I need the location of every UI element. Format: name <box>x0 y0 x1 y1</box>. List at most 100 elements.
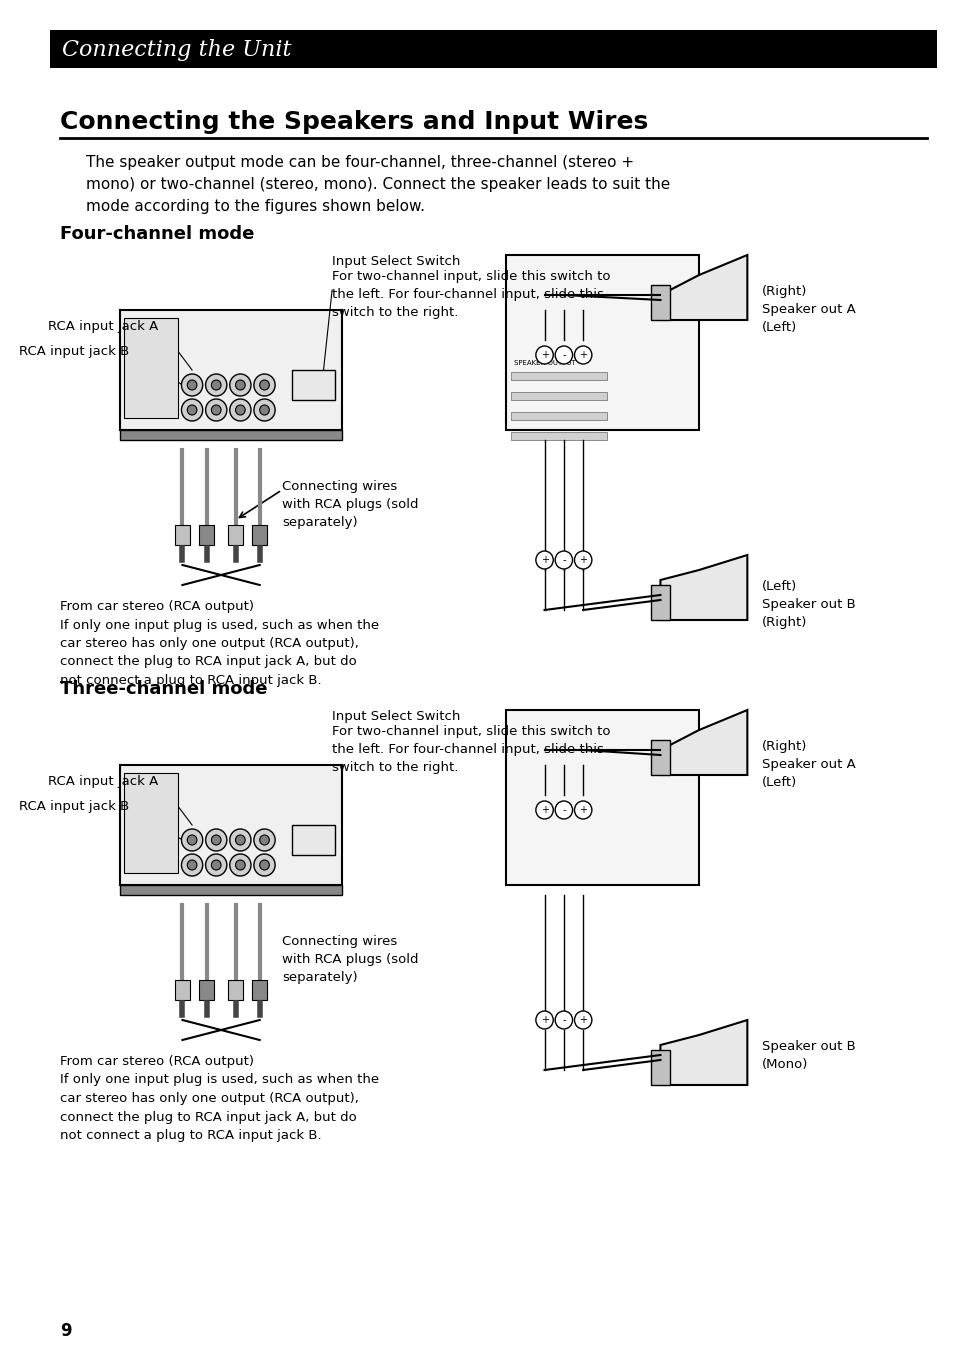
Text: +: + <box>578 350 586 360</box>
Circle shape <box>230 854 251 875</box>
Circle shape <box>181 854 202 875</box>
Circle shape <box>230 398 251 421</box>
Circle shape <box>181 374 202 396</box>
Text: (Right)
Speaker out A
(Left): (Right) Speaker out A (Left) <box>761 285 855 333</box>
Bar <box>505 710 699 885</box>
Text: For two-channel input, slide this switch to
the left. For four-channel input, sl: For two-channel input, slide this switch… <box>332 725 610 774</box>
Circle shape <box>206 829 227 851</box>
Bar <box>292 825 335 855</box>
Circle shape <box>181 398 202 421</box>
Bar <box>292 370 335 400</box>
Bar <box>198 980 214 1000</box>
Circle shape <box>536 551 553 569</box>
Bar <box>198 524 214 545</box>
Bar <box>119 310 341 430</box>
Text: -: - <box>561 1015 565 1024</box>
Bar <box>505 255 699 430</box>
Bar <box>124 772 177 873</box>
Circle shape <box>574 801 591 818</box>
Circle shape <box>259 379 269 390</box>
Text: -: - <box>561 350 565 360</box>
Text: Four-channel mode: Four-channel mode <box>60 225 253 243</box>
Circle shape <box>230 829 251 851</box>
Circle shape <box>212 379 221 390</box>
Bar <box>252 980 267 1000</box>
Text: +: + <box>540 556 548 565</box>
Bar <box>510 392 607 400</box>
Circle shape <box>259 835 269 846</box>
Text: -: - <box>561 805 565 814</box>
Text: SPEAKER OUTPUT: SPEAKER OUTPUT <box>513 360 575 366</box>
Circle shape <box>555 1011 572 1028</box>
Polygon shape <box>659 255 746 320</box>
Bar <box>119 430 341 440</box>
Bar <box>174 524 190 545</box>
Text: Connecting the Unit: Connecting the Unit <box>62 39 291 61</box>
Circle shape <box>206 374 227 396</box>
Circle shape <box>536 1011 553 1028</box>
Circle shape <box>206 398 227 421</box>
Polygon shape <box>659 710 746 775</box>
Text: The speaker output mode can be four-channel, three-channel (stereo +
mono) or tw: The speaker output mode can be four-chan… <box>86 154 669 214</box>
Text: RCA input jack A: RCA input jack A <box>48 775 158 789</box>
Text: RCA input jack B: RCA input jack B <box>19 346 130 358</box>
Text: Connecting wires
with RCA plugs (sold
separately): Connecting wires with RCA plugs (sold se… <box>281 935 418 984</box>
Circle shape <box>187 405 196 415</box>
Circle shape <box>181 829 202 851</box>
Text: +: + <box>540 350 548 360</box>
Circle shape <box>253 829 274 851</box>
Text: -: - <box>561 556 565 565</box>
Circle shape <box>235 405 245 415</box>
Circle shape <box>253 374 274 396</box>
Circle shape <box>212 405 221 415</box>
Text: Input Select Switch: Input Select Switch <box>332 255 460 268</box>
Circle shape <box>555 801 572 818</box>
Polygon shape <box>659 556 746 621</box>
Text: +: + <box>578 1015 586 1024</box>
Text: (Left)
Speaker out B
(Right): (Left) Speaker out B (Right) <box>761 580 855 629</box>
Circle shape <box>253 854 274 875</box>
Text: +: + <box>540 1015 548 1024</box>
Circle shape <box>555 346 572 364</box>
Circle shape <box>187 860 196 870</box>
Bar <box>51 30 936 68</box>
Circle shape <box>259 405 269 415</box>
Bar <box>228 980 243 1000</box>
Text: Input Select Switch: Input Select Switch <box>332 710 460 724</box>
Bar <box>119 766 341 885</box>
Text: Connecting the Speakers and Input Wires: Connecting the Speakers and Input Wires <box>60 110 647 134</box>
Circle shape <box>235 860 245 870</box>
Circle shape <box>212 835 221 846</box>
Text: Connecting wires
with RCA plugs (sold
separately): Connecting wires with RCA plugs (sold se… <box>281 480 418 528</box>
Text: RCA input jack A: RCA input jack A <box>48 320 158 333</box>
Text: (Right)
Speaker out A
(Left): (Right) Speaker out A (Left) <box>761 740 855 789</box>
Text: RCA input jack B: RCA input jack B <box>19 799 130 813</box>
Circle shape <box>230 374 251 396</box>
Bar <box>119 885 341 896</box>
Circle shape <box>212 860 221 870</box>
Bar <box>510 432 607 440</box>
Bar <box>510 373 607 379</box>
Bar <box>510 412 607 420</box>
Circle shape <box>187 379 196 390</box>
Text: From car stereo (RCA output)
If only one input plug is used, such as when the
ca: From car stereo (RCA output) If only one… <box>60 1056 378 1142</box>
Text: Speaker out B
(Mono): Speaker out B (Mono) <box>761 1041 855 1070</box>
Circle shape <box>555 551 572 569</box>
Bar <box>124 318 177 417</box>
Circle shape <box>235 835 245 846</box>
Circle shape <box>574 1011 591 1028</box>
Text: +: + <box>578 556 586 565</box>
Text: 9: 9 <box>60 1322 71 1340</box>
Text: +: + <box>578 805 586 814</box>
Circle shape <box>235 379 245 390</box>
Text: Three-channel mode: Three-channel mode <box>60 680 267 698</box>
Circle shape <box>259 860 269 870</box>
Bar <box>650 285 669 320</box>
Bar <box>650 1050 669 1085</box>
Circle shape <box>536 801 553 818</box>
Bar <box>650 585 669 621</box>
Bar <box>174 980 190 1000</box>
Text: For two-channel input, slide this switch to
the left. For four-channel input, sl: For two-channel input, slide this switch… <box>332 270 610 318</box>
Circle shape <box>574 551 591 569</box>
Circle shape <box>187 835 196 846</box>
